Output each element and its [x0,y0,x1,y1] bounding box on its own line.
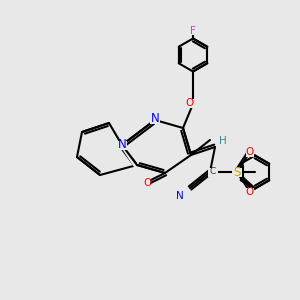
FancyBboxPatch shape [232,167,242,176]
FancyBboxPatch shape [246,148,254,157]
Text: C: C [210,167,216,176]
FancyBboxPatch shape [186,98,194,107]
FancyBboxPatch shape [150,115,160,124]
Text: N: N [118,139,126,152]
Text: N: N [151,112,159,125]
FancyBboxPatch shape [117,140,127,149]
Text: H: H [219,136,227,146]
FancyBboxPatch shape [246,188,254,196]
Text: F: F [190,26,196,35]
FancyBboxPatch shape [208,167,218,176]
Text: N: N [176,191,184,201]
Text: O: O [186,98,194,108]
Text: O: O [143,178,151,188]
Text: O: O [246,147,254,157]
Text: O: O [246,187,254,197]
FancyBboxPatch shape [140,178,150,188]
FancyBboxPatch shape [218,136,228,146]
FancyBboxPatch shape [176,191,184,200]
FancyBboxPatch shape [188,26,198,35]
Text: S: S [233,166,241,178]
